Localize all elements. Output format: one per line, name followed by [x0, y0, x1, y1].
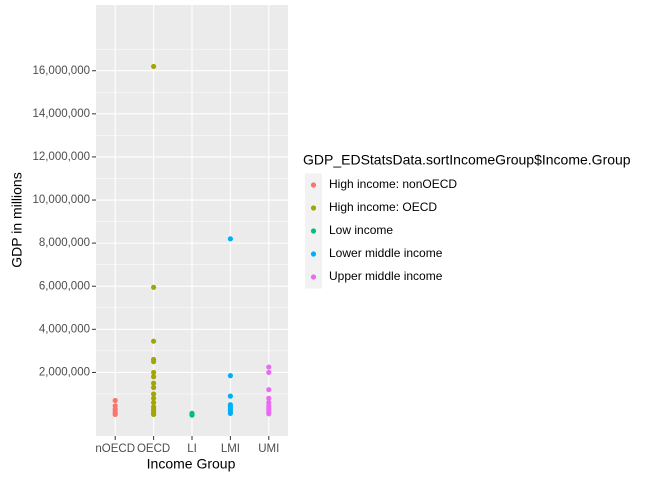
- legend-title: GDP_EDStatsData.sortIncomeGroup$Income.G…: [303, 152, 631, 168]
- point: [151, 380, 157, 386]
- point: [151, 384, 157, 391]
- x-tick-label: nOECD: [95, 443, 135, 455]
- y-tick-label: 2,000,000: [39, 366, 90, 378]
- x-tick-label: LMI: [221, 443, 240, 455]
- y-tick-label: 4,000,000: [39, 323, 90, 335]
- point: [266, 411, 272, 417]
- point: [151, 374, 157, 380]
- point: [227, 236, 233, 242]
- legend-text: High income: OECD: [329, 200, 437, 214]
- point: [266, 364, 272, 370]
- point: [112, 397, 118, 404]
- y-tick-label: 6,000,000: [39, 280, 90, 292]
- y-axis-title: GDP in millions: [9, 172, 25, 267]
- point: [266, 387, 272, 393]
- y-tick-label: 16,000,000: [32, 65, 90, 77]
- y-tick-label: 12,000,000: [32, 151, 90, 163]
- legend-marker: [310, 205, 317, 211]
- point: [151, 369, 157, 376]
- point: [266, 369, 272, 376]
- legend-text: Upper middle income: [329, 269, 443, 283]
- legend-marker: [310, 182, 317, 188]
- point: [151, 395, 157, 401]
- point: [151, 284, 157, 290]
- y-tick-label: 8,000,000: [39, 237, 90, 249]
- point: [151, 338, 157, 344]
- x-tick-label: LI: [187, 443, 197, 455]
- point: [227, 410, 233, 416]
- point: [227, 393, 233, 399]
- point: [151, 391, 157, 397]
- legend-marker: [310, 251, 317, 257]
- legend-marker: [310, 274, 317, 280]
- point: [227, 373, 233, 379]
- legend-marker: [310, 228, 317, 234]
- x-axis-title: Income Group: [147, 456, 236, 472]
- legend-text: Lower middle income: [329, 246, 443, 260]
- x-tick-label: OECD: [137, 443, 170, 455]
- point: [151, 411, 157, 418]
- point: [151, 399, 157, 406]
- point: [112, 411, 118, 418]
- point: [151, 359, 157, 365]
- x-tick-label: UMI: [258, 443, 279, 455]
- legend-text: Low income: [329, 223, 393, 237]
- point: [189, 412, 195, 418]
- y-tick-label: 14,000,000: [32, 108, 90, 120]
- point: [266, 395, 272, 401]
- y-tick-label: 10,000,000: [32, 194, 90, 206]
- legend-text: High income: nonOECD: [329, 177, 457, 191]
- point: [151, 63, 157, 70]
